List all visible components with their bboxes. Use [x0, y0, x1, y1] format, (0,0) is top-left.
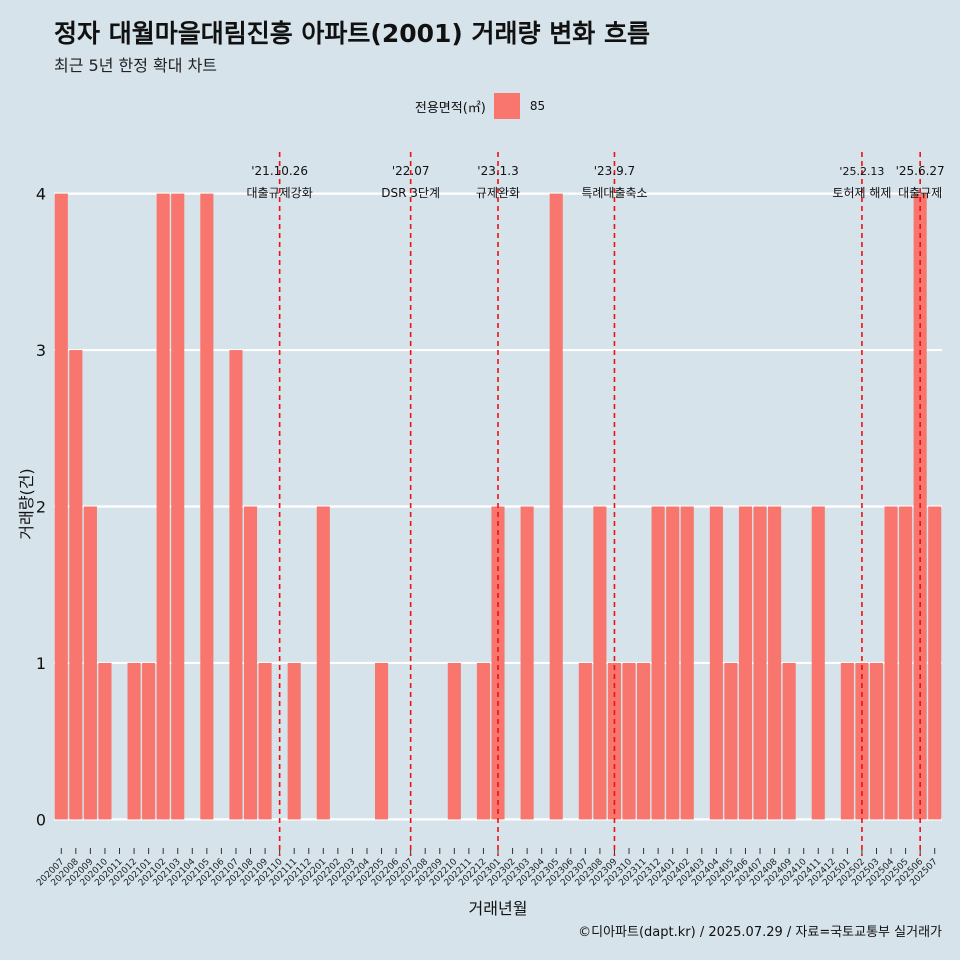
- y-axis-title: 거래량(건): [17, 468, 36, 539]
- bar: [738, 506, 753, 820]
- event-label: 대출규제: [898, 186, 942, 200]
- event-label: 토허제 해제: [832, 186, 891, 200]
- bar: [316, 506, 330, 820]
- x-axis-title: 거래년월: [469, 899, 528, 918]
- caption: ©디아파트(dapt.kr) / 2025.07.29 / 자료=국토교통부 실…: [578, 925, 942, 940]
- bar: [447, 662, 461, 820]
- y-tick-label: 0: [36, 810, 46, 829]
- bar: [476, 662, 490, 820]
- bar: [229, 350, 243, 820]
- bar: [724, 662, 738, 820]
- bar: [899, 506, 913, 820]
- bar: [680, 506, 694, 820]
- bar: [811, 506, 825, 820]
- bar: [593, 506, 607, 820]
- chart-subtitle: 최근 5년 한정 확대 차트: [54, 56, 218, 75]
- bar: [622, 662, 636, 820]
- bar: [666, 506, 680, 820]
- bar: [491, 506, 505, 820]
- bar: [200, 193, 214, 820]
- y-tick-label: 1: [36, 654, 46, 673]
- bar: [578, 662, 592, 820]
- bar: [127, 662, 141, 820]
- bar: [520, 506, 534, 820]
- bar: [768, 506, 782, 820]
- chart-title: 정자 대월마을대림진흥 아파트(2001) 거래량 변화 흐름: [54, 19, 650, 48]
- bar: [69, 350, 83, 820]
- bar: [287, 662, 301, 820]
- event-label: 특례대출축소: [581, 186, 647, 200]
- event-label: 규제완화: [476, 186, 520, 200]
- event-date: '22.07: [392, 164, 430, 178]
- bar: [637, 662, 651, 820]
- legend: 전용면적(㎡) 85: [0, 93, 960, 119]
- event-date: '25.6.27: [896, 164, 945, 178]
- bar: [753, 506, 767, 820]
- legend-label: 85: [529, 99, 546, 113]
- bar: [243, 506, 258, 820]
- y-tick-label: 2: [36, 498, 46, 517]
- bar: [142, 662, 156, 820]
- bar: [782, 662, 796, 820]
- event-date: '23.1.3: [477, 164, 518, 178]
- y-tick-label: 3: [36, 341, 46, 360]
- event-date: '23.9.7: [594, 164, 635, 178]
- legend-swatch: [493, 93, 520, 119]
- bar: [928, 506, 942, 820]
- bar: [840, 662, 854, 820]
- bar: [709, 506, 723, 820]
- bar: [884, 506, 898, 820]
- bar: [98, 662, 112, 820]
- event-date: '25.2.13: [839, 165, 884, 178]
- bar: [651, 506, 665, 820]
- bar: [54, 193, 68, 820]
- bar: [258, 662, 272, 820]
- event-date: '21.10.26: [251, 164, 308, 178]
- bar: [83, 506, 97, 820]
- bar: [549, 193, 563, 820]
- bar: [869, 662, 884, 820]
- bar: [374, 662, 389, 820]
- bar: [156, 193, 170, 820]
- legend-title: 전용면적(㎡): [414, 100, 486, 116]
- bar: [171, 193, 185, 820]
- y-tick-label: 4: [36, 185, 46, 204]
- event-label: 대출규제강화: [247, 186, 313, 200]
- event-label: DSR 3단계: [381, 186, 440, 200]
